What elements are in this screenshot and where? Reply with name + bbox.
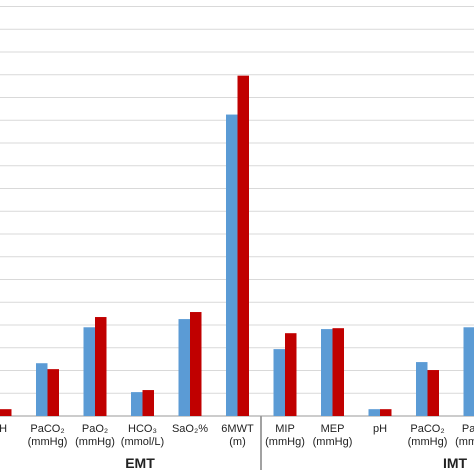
bar: [463, 327, 474, 416]
bar: [83, 327, 95, 416]
x-tick-label: PaO₂(mmHg): [455, 423, 474, 448]
bar: [285, 333, 297, 416]
group-label: IMT: [443, 455, 468, 471]
bar: [237, 75, 249, 416]
bar: [416, 362, 428, 416]
bar: [226, 114, 238, 416]
x-tick-label: pH: [0, 423, 7, 435]
bar: [321, 329, 333, 416]
bar: [190, 312, 202, 416]
bar: [131, 392, 143, 416]
plot: pHPaCO₂(mmHg)PaO₂(mmHg)HCO₃(mmol/L)SaO₂%…: [0, 6, 474, 448]
bar: [368, 409, 380, 416]
bar: [273, 349, 285, 416]
x-tick-label: MIP (mmHg): [265, 423, 305, 448]
x-tick-label: HCO₃ (mmol/L): [121, 423, 164, 448]
bar: [332, 328, 344, 416]
bar: [142, 390, 154, 416]
x-tick-label: PaCO₂ (mmHg): [28, 423, 68, 448]
bar: [95, 317, 107, 416]
bar: [427, 370, 439, 416]
bar: [36, 363, 48, 416]
x-tick-label: PaCO₂ (mmHg): [408, 423, 448, 448]
group-label: EMT: [125, 455, 155, 471]
bar: [178, 319, 190, 416]
x-tick-label: pH: [373, 423, 387, 435]
x-tick-label: 6MWT (m): [221, 423, 254, 448]
x-tick-label: MEP (mmHg): [313, 423, 353, 448]
bar: [47, 369, 59, 416]
bar: [0, 409, 12, 416]
x-tick-label: SaO₂%: [172, 423, 208, 435]
bar: [380, 409, 392, 416]
x-tick-label: PaO₂(mmHg): [75, 423, 115, 448]
